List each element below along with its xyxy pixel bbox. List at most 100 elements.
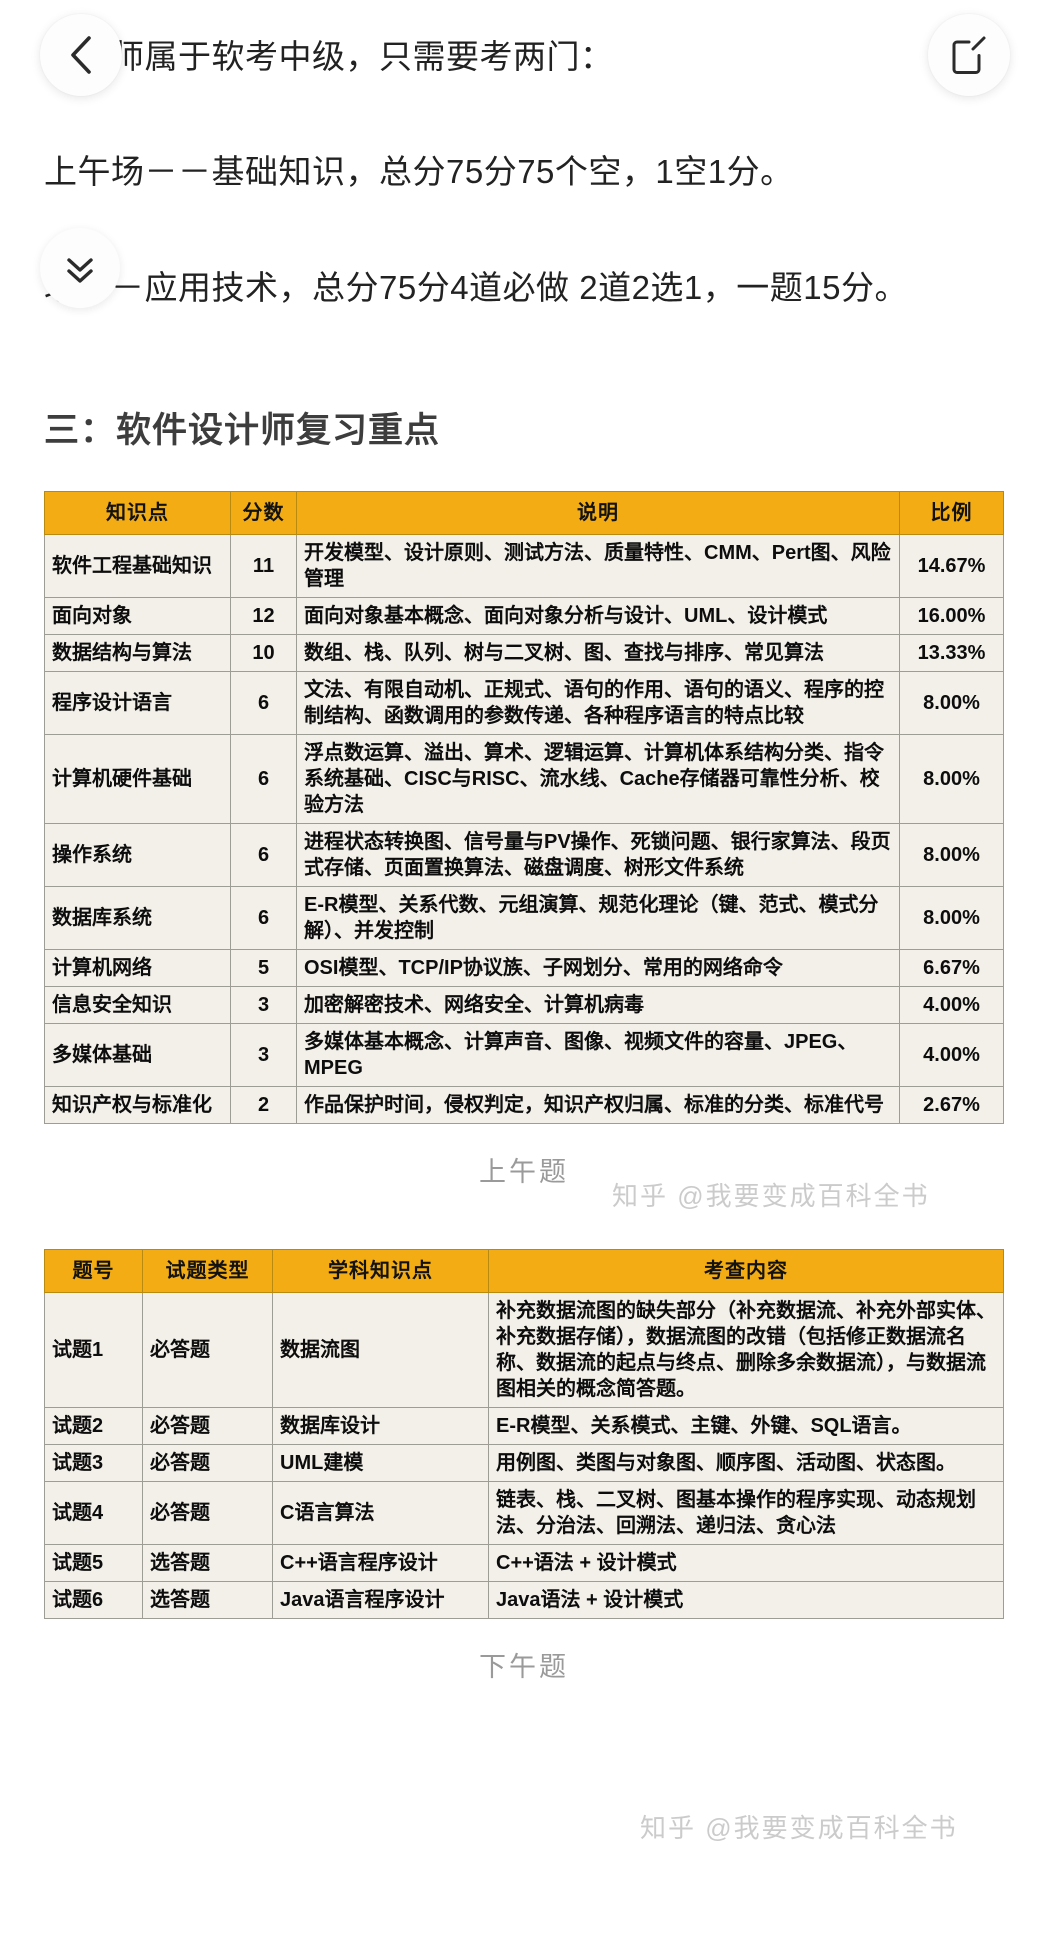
scroll-down-button[interactable] [40,228,120,308]
table-row: 面向对象 12 面向对象基本概念、面向对象分析与设计、UML、设计模式 16.0… [44,597,1004,636]
cell-desc: E-R模型、关系代数、元组演算、规范化理论（键、范式、模式分解）、并发控制 [296,886,900,951]
cell-score: 5 [230,949,297,988]
cell-content: 用例图、类图与对象图、顺序图、活动图、状态图。 [488,1444,1004,1483]
cell-ratio: 8.00% [899,734,1004,825]
cell-content: Java语法 + 设计模式 [488,1581,1004,1620]
chevron-double-down-icon [61,249,99,287]
table-row: 计算机硬件基础 6 浮点数运算、溢出、算术、逻辑运算、计算机体系结构分类、指令系… [44,734,1004,825]
table-row: 试题3 必答题 UML建模 用例图、类图与对象图、顺序图、活动图、状态图。 [44,1444,1004,1483]
cell-score: 6 [230,823,297,888]
cell-desc: 进程状态转换图、信号量与PV操作、死锁问题、银行家算法、段页式存储、页面置换算法… [296,823,900,888]
cell-question-no: 试题4 [44,1481,143,1546]
cell-score: 3 [230,986,297,1025]
table-row: 知识产权与标准化 2 作品保护时间，侵权判定，知识产权归属、标准的分类、标准代号… [44,1086,1004,1125]
cell-ratio: 8.00% [899,671,1004,736]
cell-question-type: 必答题 [142,1481,273,1546]
cell-ratio: 4.00% [899,1023,1004,1088]
col-header-desc: 说明 [296,491,900,536]
compose-icon [950,35,988,75]
cell-question-no: 试题2 [44,1407,143,1446]
cell-topic: 计算机硬件基础 [44,734,231,825]
cell-desc: 多媒体基本概念、计算声音、图像、视频文件的容量、JPEG、MPEG [296,1023,900,1088]
cell-question-type: 选答题 [142,1544,273,1583]
table-header-row: 知识点 分数 说明 比例 [44,491,1004,536]
cell-desc: 加密解密技术、网络安全、计算机病毒 [296,986,900,1025]
col-header-content: 考查内容 [488,1249,1004,1294]
cell-topic: 程序设计语言 [44,671,231,736]
cell-subject: C语言算法 [272,1481,489,1546]
cell-desc: 数组、栈、队列、树与二叉树、图、查找与排序、常见算法 [296,634,900,673]
cell-desc: 开发模型、设计原则、测试方法、质量特性、CMM、Pert图、风险管理 [296,534,900,599]
cell-topic: 面向对象 [44,597,231,636]
cell-question-no: 试题3 [44,1444,143,1483]
cell-subject: C++语言程序设计 [272,1544,489,1583]
table-row: 数据结构与算法 10 数组、栈、队列、树与二叉树、图、查找与排序、常见算法 13… [44,634,1004,673]
caption-afternoon: 下午题 [479,1652,569,1683]
table-row: 操作系统 6 进程状态转换图、信号量与PV操作、死锁问题、银行家算法、段页式存储… [44,823,1004,888]
cell-question-no: 试题6 [44,1581,143,1620]
article-body: 设计师属于软考中级，只需要考两门： 上午场－－基础知识，总分75分75个空，1空… [44,38,1004,1684]
cell-topic: 多媒体基础 [44,1023,231,1088]
cell-topic: 信息安全知识 [44,986,231,1025]
table-row: 试题1 必答题 数据流图 补充数据流图的缺失部分（补充数据流、补充外部实体、补充… [44,1292,1004,1409]
table-row: 试题2 必答题 数据库设计 E-R模型、关系模式、主键、外键、SQL语言。 [44,1407,1004,1446]
cell-topic: 数据结构与算法 [44,634,231,673]
cell-topic: 计算机网络 [44,949,231,988]
cell-desc: 作品保护时间，侵权判定，知识产权归属、标准的分类、标准代号 [296,1086,900,1125]
caption-morning: 上午题 [479,1157,569,1188]
cell-question-type: 必答题 [142,1292,273,1409]
cell-question-type: 必答题 [142,1407,273,1446]
afternoon-exam-table-body: 试题1 必答题 数据流图 补充数据流图的缺失部分（补充数据流、补充外部实体、补充… [44,1292,1004,1620]
table-row: 计算机网络 5 OSI模型、TCP/IP协议族、子网划分、常用的网络命令 6.6… [44,949,1004,988]
compose-button[interactable] [928,14,1010,96]
col-header-subject: 学科知识点 [272,1249,489,1294]
table-row: 信息安全知识 3 加密解密技术、网络安全、计算机病毒 4.00% [44,986,1004,1025]
cell-question-no: 试题1 [44,1292,143,1409]
cell-question-type: 必答题 [142,1444,273,1483]
afternoon-exam-table: 题号 试题类型 学科知识点 考查内容 试题1 必答题 数据流图 补充数据流图的缺… [44,1249,1004,1620]
table-row: 试题5 选答题 C++语言程序设计 C++语法 + 设计模式 [44,1544,1004,1583]
table-row: 试题6 选答题 Java语言程序设计 Java语法 + 设计模式 [44,1581,1004,1620]
cell-ratio: 4.00% [899,986,1004,1025]
col-header-score: 分数 [230,491,297,536]
cell-question-no: 试题5 [44,1544,143,1583]
cell-ratio: 6.67% [899,949,1004,988]
table-row: 软件工程基础知识 11 开发模型、设计原则、测试方法、质量特性、CMM、Pert… [44,534,1004,599]
col-header-ratio: 比例 [899,491,1004,536]
cell-ratio: 13.33% [899,634,1004,673]
chevron-left-icon [64,33,98,77]
cell-ratio: 8.00% [899,886,1004,951]
cell-topic: 数据库系统 [44,886,231,951]
table-row: 试题4 必答题 C语言算法 链表、栈、二叉树、图基本操作的程序实现、动态规划法、… [44,1481,1004,1546]
table-row: 多媒体基础 3 多媒体基本概念、计算声音、图像、视频文件的容量、JPEG、MPE… [44,1023,1004,1088]
paragraph-afternoon-session: 场－－应用技术，总分75分4道必做 2道2选1，一题15分。 [44,268,908,306]
cell-content: C++语法 + 设计模式 [488,1544,1004,1583]
cell-topic: 操作系统 [44,823,231,888]
cell-score: 3 [230,1023,297,1088]
cell-ratio: 2.67% [899,1086,1004,1125]
cell-score: 2 [230,1086,297,1125]
section-title: 三：软件设计师复习重点 [44,411,441,451]
cell-desc: OSI模型、TCP/IP协议族、子网划分、常用的网络命令 [296,949,900,988]
cell-subject: Java语言程序设计 [272,1581,489,1620]
back-button[interactable] [40,14,122,96]
watermark-bottom: 知乎 @我要变成百科全书 [640,1813,958,1843]
cell-desc: 浮点数运算、溢出、算术、逻辑运算、计算机体系结构分类、指令系统基础、CISC与R… [296,734,900,825]
cell-content: 补充数据流图的缺失部分（补充数据流、补充外部实体、补充数据存储），数据流图的改错… [488,1292,1004,1409]
figure-morning-exam: 知识点 分数 说明 比例 软件工程基础知识 11 开发模型、设计原则、测试方法、… [44,491,1004,1189]
cell-content: E-R模型、关系模式、主键、外键、SQL语言。 [488,1407,1004,1446]
morning-exam-table-body: 软件工程基础知识 11 开发模型、设计原则、测试方法、质量特性、CMM、Pert… [44,534,1004,1125]
cell-score: 11 [230,534,297,599]
cell-subject: 数据库设计 [272,1407,489,1446]
cell-ratio: 14.67% [899,534,1004,599]
cell-ratio: 8.00% [899,823,1004,888]
cell-subject: 数据流图 [272,1292,489,1409]
figure-afternoon-exam: 题号 试题类型 学科知识点 考查内容 试题1 必答题 数据流图 补充数据流图的缺… [44,1249,1004,1684]
cell-score: 6 [230,886,297,951]
table-header-row: 题号 试题类型 学科知识点 考查内容 [44,1249,1004,1294]
table-row: 程序设计语言 6 文法、有限自动机、正规式、语句的作用、语句的语义、程序的控制结… [44,671,1004,736]
cell-desc: 文法、有限自动机、正规式、语句的作用、语句的语义、程序的控制结构、函数调用的参数… [296,671,900,736]
col-header-question-no: 题号 [44,1249,143,1294]
morning-exam-table: 知识点 分数 说明 比例 软件工程基础知识 11 开发模型、设计原则、测试方法、… [44,491,1004,1125]
cell-score: 10 [230,634,297,673]
